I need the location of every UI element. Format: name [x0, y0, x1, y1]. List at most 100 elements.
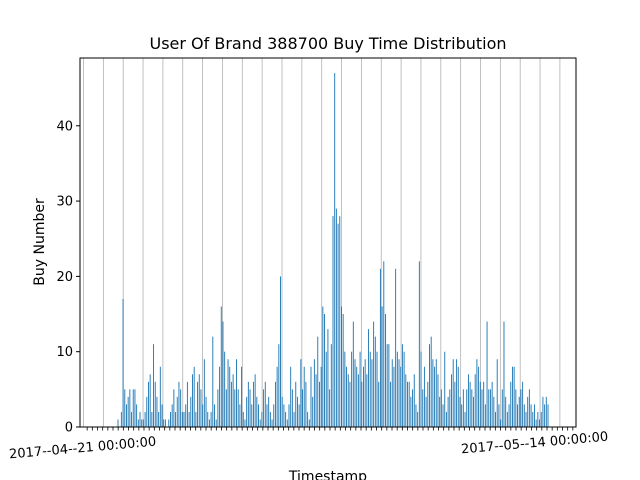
bar [501, 389, 503, 427]
bar [408, 381, 410, 427]
bar [442, 404, 444, 427]
bar [142, 419, 144, 427]
bar [535, 419, 537, 427]
bar [540, 411, 542, 427]
bar [175, 411, 177, 427]
bar [219, 366, 221, 427]
bar [381, 306, 383, 427]
bar [528, 389, 530, 427]
x-axis-label: Timestamp [288, 469, 367, 480]
bar [481, 389, 483, 427]
bar [352, 321, 354, 427]
bar [268, 396, 270, 427]
bar [310, 366, 312, 427]
bar [324, 314, 326, 427]
bar [523, 404, 525, 427]
bar [346, 366, 348, 427]
bar [170, 411, 171, 427]
bar [405, 374, 407, 427]
bar [495, 411, 496, 427]
y-tick-label: 0 [65, 421, 73, 436]
bar [467, 374, 469, 427]
bar [298, 404, 300, 427]
bar [349, 381, 351, 427]
bar [474, 374, 476, 427]
bar [337, 223, 339, 427]
bar [181, 411, 183, 427]
bar [418, 261, 420, 427]
bar [347, 374, 349, 427]
bar [127, 396, 129, 427]
bar [330, 344, 332, 427]
bar [527, 396, 529, 427]
bar [202, 404, 204, 427]
bar [425, 396, 427, 427]
bar [254, 374, 256, 427]
bar [412, 389, 414, 427]
bar [171, 404, 173, 427]
grid-lines [83, 58, 561, 427]
bar [305, 381, 307, 427]
bar [271, 419, 273, 427]
bar [506, 411, 508, 427]
bar [239, 404, 241, 427]
bar [163, 419, 165, 427]
bar [195, 411, 197, 427]
bar [261, 411, 263, 427]
bar [317, 336, 319, 427]
bar [176, 396, 178, 427]
bar [222, 321, 224, 427]
bar [229, 366, 231, 427]
bar [207, 411, 209, 427]
bar [256, 396, 258, 427]
x-tick-label: 2017--04--21 00:00:00 [9, 435, 157, 463]
bar [486, 321, 488, 427]
bar [444, 351, 446, 427]
bar [368, 329, 370, 427]
bar [273, 404, 275, 427]
bar [390, 381, 392, 427]
bar [459, 396, 461, 427]
bar [434, 366, 436, 427]
bar [295, 381, 297, 427]
bar [293, 411, 295, 427]
bar [510, 381, 512, 427]
y-tick-label: 20 [56, 270, 73, 285]
bar [276, 366, 278, 427]
bar [422, 389, 424, 427]
bar [252, 381, 254, 427]
bar [473, 396, 474, 427]
bar [151, 411, 153, 427]
bar [398, 359, 400, 427]
bar [208, 419, 210, 427]
bar [401, 344, 403, 427]
bar [456, 359, 458, 427]
bar [241, 366, 243, 427]
bar [357, 374, 359, 427]
bar [303, 366, 305, 427]
bar [183, 411, 185, 427]
bar [325, 351, 327, 427]
bar [258, 404, 259, 427]
bar [354, 359, 356, 427]
bar [515, 389, 517, 427]
bar [400, 366, 402, 427]
bar [134, 389, 136, 427]
bar [148, 381, 149, 427]
bar [415, 404, 417, 427]
bar [363, 366, 364, 427]
bar [395, 268, 397, 427]
bar [447, 396, 449, 427]
bar [212, 336, 214, 427]
bar [451, 374, 452, 427]
bar [371, 359, 373, 427]
bar [454, 381, 456, 427]
x-tick-label: 2017--05--14 00:00:00 [461, 430, 609, 458]
y-tick-label: 10 [56, 345, 73, 360]
bar [296, 396, 298, 427]
bar [393, 366, 395, 427]
bar [435, 359, 437, 427]
bar [539, 419, 541, 427]
bar [249, 389, 251, 427]
